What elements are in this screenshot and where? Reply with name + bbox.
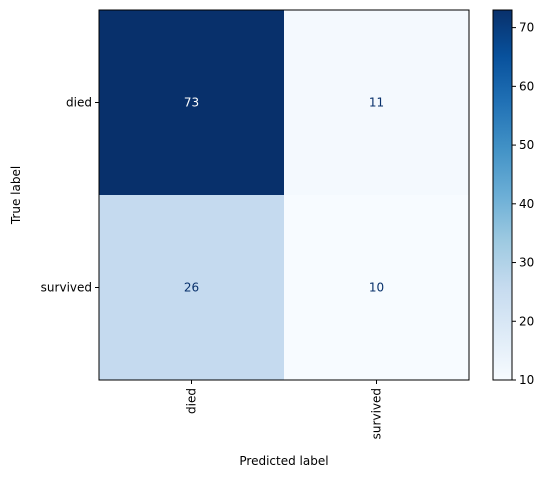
colorbar-ticks: 10 20 30 40 50 60 70 [512,21,534,387]
heatmap-cells [99,10,470,381]
cell-value-labels: 73 11 26 10 [184,96,384,295]
heatmap-cell [99,10,285,196]
x-axis-ticks: died survived [185,380,384,439]
cell-value-label: 26 [184,281,199,295]
x-tick-label: survived [370,388,384,439]
cell-value-label: 11 [369,96,384,110]
x-axis-title: Predicted label [239,454,328,468]
heatmap-cell [284,195,470,381]
colorbar-tick-label: 10 [519,373,534,387]
colorbar-tick-label: 60 [519,79,534,93]
y-axis-title: True label [9,166,23,225]
y-axis-ticks: died survived [41,96,99,295]
plot-frame [98,9,470,381]
cell-value-label: 73 [184,96,199,110]
cell-value-label: 10 [369,281,384,295]
heatmap-cell [99,195,285,381]
colorbar-tick-label: 50 [519,138,534,152]
colorbar-tick-label: 70 [519,21,534,35]
y-tick-label: died [66,96,92,110]
colorbar-tick-label: 40 [519,197,534,211]
colorbar-tick-label: 20 [519,314,534,328]
colorbar [492,9,513,381]
y-tick-label: survived [41,281,92,295]
x-tick-label: died [185,388,199,414]
colorbar-tick-label: 30 [519,256,534,270]
heatmap-cell [284,10,470,196]
